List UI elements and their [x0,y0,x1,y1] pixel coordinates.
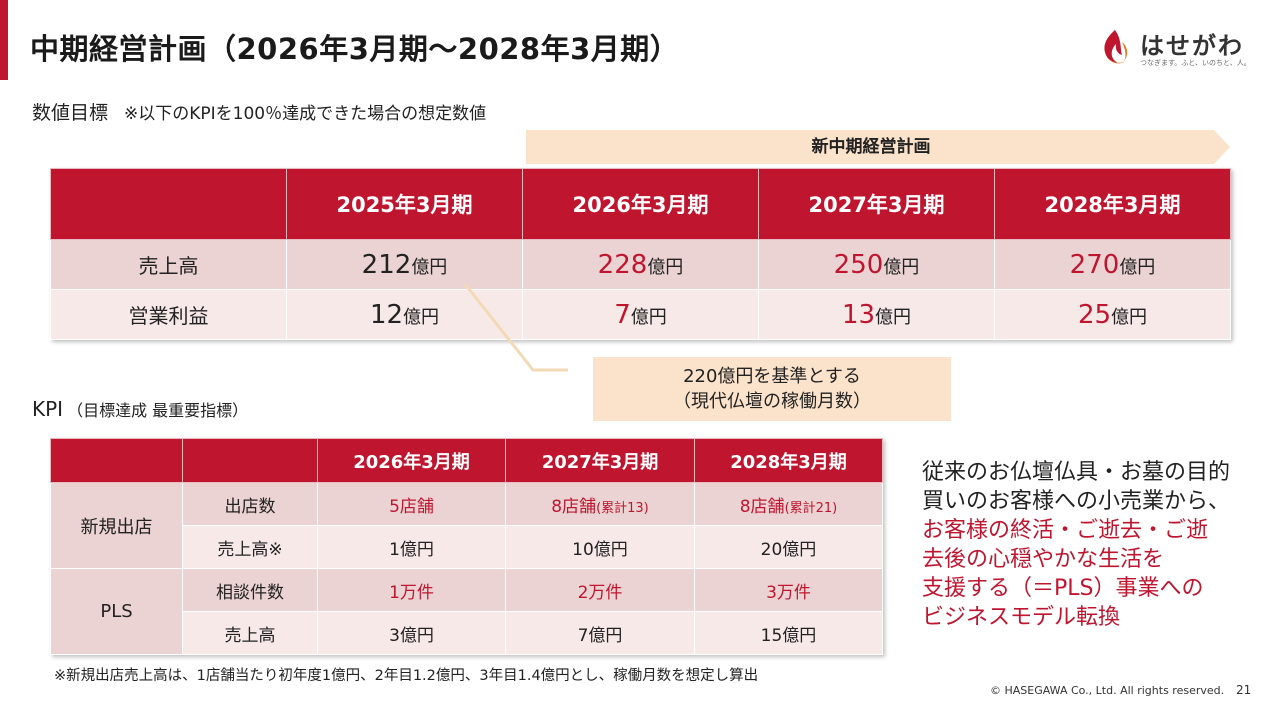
callout-box: 220億円を基準とする （現代仏壇の稼働月数） [593,357,951,421]
logo-name: はせがわ [1140,32,1244,60]
kpi-cell: 2万件 [505,568,695,612]
row-label: 売上高※ [182,525,318,569]
targets-table: 2025年3月期 2026年3月期 2027年3月期 2028年3月期 売上高 … [50,168,1231,340]
copyright: © HASEGAWA Co., Ltd. All rights reserved… [990,684,1225,697]
value-number: 12 [369,299,404,330]
value-number: 212 [361,249,412,280]
value-number: 228 [597,249,648,280]
section-heading-kpi: KPI （目標達成 最重要指標） [32,397,248,421]
kpi-cell: 8店舗(累計21) [694,482,883,526]
group-label-pls: PLS [50,568,183,655]
targets-header-row: 2025年3月期 2026年3月期 2027年3月期 2028年3月期 [50,168,1231,240]
kpi-col-header: 2026年3月期 [317,438,506,483]
value-unit: 億円 [883,256,920,278]
table-row: 売上高※ 1億円 10億円 20億円 [51,525,883,569]
new-plan-arrow-banner: 新中期経営計画 [526,130,1230,164]
kpi-cell: 10億円 [505,525,695,569]
kpi-extra: (累計21) [784,500,838,516]
section-heading-targets: 数値目標 ※以下のKPIを100％達成できた場合の想定数値 [32,98,486,125]
table-row-sales: 売上高 212億円 228億円 250億円 270億円 [50,239,1231,290]
targets-col-header: 2027年3月期 [758,168,995,240]
callout-line2: （現代仏壇の稼働月数） [673,391,871,412]
statement-line-highlight: ビジネスモデル転換 [922,605,1121,630]
kpi-main: 8店舗 [739,496,785,517]
value-unit: 億円 [647,256,684,278]
kpi-header-blank [182,438,318,483]
kpi-cell: 1億円 [317,525,506,569]
kpi-cell: 20億円 [694,525,883,569]
statement-line-highlight: お客様の終活・ご逝去・ご逝 [922,518,1209,543]
arrow-shape [526,130,1230,164]
value-number: 25 [1077,299,1112,330]
kpi-header-blank [50,438,183,483]
value-unit: 億円 [403,306,440,328]
title-accent-bar [0,0,8,80]
callout-line1: 220億円を基準とする [683,366,861,387]
row-label: 営業利益 [50,289,287,340]
value-unit: 億円 [630,306,667,328]
company-logo: はせがわ つなぎます。ふと、いのちと、人。 [1098,26,1258,72]
kpi-cell: 5店舗 [317,482,506,526]
footnote: ※新規出店売上高は、1店舗当たり初年度1億円、2年目1.2億円、3年目1.4億円… [54,668,759,684]
statement-line: 従来のお仏壇仏具・お墓の目的 [922,460,1231,485]
targets-note: ※以下のKPIを100％達成できた場合の想定数値 [124,104,487,124]
targets-col-header: 2026年3月期 [522,168,759,240]
kpi-cell: 8店舗(累計13) [505,482,695,526]
value-cell: 250億円 [758,239,995,290]
statement-line-highlight: 去後の心穏やかな生活を [922,547,1165,572]
kpi-extra: (累計13) [596,500,649,516]
kpi-col-header: 2028年3月期 [694,438,883,483]
value-unit: 億円 [875,306,912,328]
logo-tagline: つなぎます。ふと、いのちと、人。 [1140,59,1251,67]
targets-col-header: 2028年3月期 [994,168,1231,240]
row-label: 売上高 [182,611,318,655]
kpi-heading-text: KPI [32,397,64,421]
kpi-main: 8店舗 [551,496,597,517]
table-row: PLS 相談件数 1万件 2万件 3万件 [50,568,883,655]
table-row: 新規出店 出店数 5店舗 8店舗(累計13) 8店舗(累計21) [50,482,883,569]
value-cell: 270億円 [994,239,1231,290]
kpi-cell: 7億円 [505,611,695,655]
value-cell: 228億円 [522,239,759,290]
kpi-cell: 3万件 [694,568,883,612]
flame-logo-icon [1104,30,1128,64]
row-label: 相談件数 [182,568,318,612]
business-model-statement: 従来のお仏壇仏具・お墓の目的 買いのお客様への小売業から、 お客様の終活・ご逝去… [922,458,1262,632]
table-row: 売上高 3億円 7億円 15億円 [51,611,883,655]
kpi-main: 5店舗 [389,496,434,517]
kpi-col-header: 2027年3月期 [505,438,695,483]
value-unit: 億円 [411,256,448,278]
row-label: 出店数 [182,482,318,526]
group-label-new-stores: 新規出店 [50,482,183,569]
targets-col-header: 2025年3月期 [286,168,523,240]
value-unit: 億円 [1111,306,1148,328]
kpi-cell: 1万件 [317,568,506,612]
kpi-header-row: 2026年3月期 2027年3月期 2028年3月期 [50,438,883,483]
value-cell: 7億円 [522,289,759,340]
statement-line: 買いのお客様への小売業から、 [922,489,1231,514]
kpi-table: 2026年3月期 2027年3月期 2028年3月期 新規出店 出店数 5店舗 … [50,438,883,655]
value-cell: 12億円 [286,289,523,340]
value-cell: 212億円 [286,239,523,290]
kpi-heading-sub: （目標達成 最重要指標） [67,401,249,420]
new-plan-label: 新中期経営計画 [811,137,931,157]
value-unit: 億円 [1119,256,1156,278]
row-label: 売上高 [50,239,287,290]
statement-line-highlight: 支援する（＝PLS）事業への [922,576,1204,601]
value-number: 270 [1069,249,1120,280]
table-row-operating-profit: 営業利益 12億円 7億円 13億円 25億円 [50,289,1231,340]
targets-heading-text: 数値目標 [32,102,109,124]
value-cell: 13億円 [758,289,995,340]
value-cell: 25億円 [994,289,1231,340]
targets-header-blank [50,168,287,240]
kpi-cell: 15億円 [694,611,883,655]
kpi-cell: 3億円 [317,611,506,655]
value-number: 7 [614,299,631,330]
value-number: 13 [841,299,876,330]
value-number: 250 [833,249,884,280]
slide-title: 中期経営計画（2026年3月期～2028年3月期） [30,32,680,66]
page-number: 21 [1236,683,1252,697]
